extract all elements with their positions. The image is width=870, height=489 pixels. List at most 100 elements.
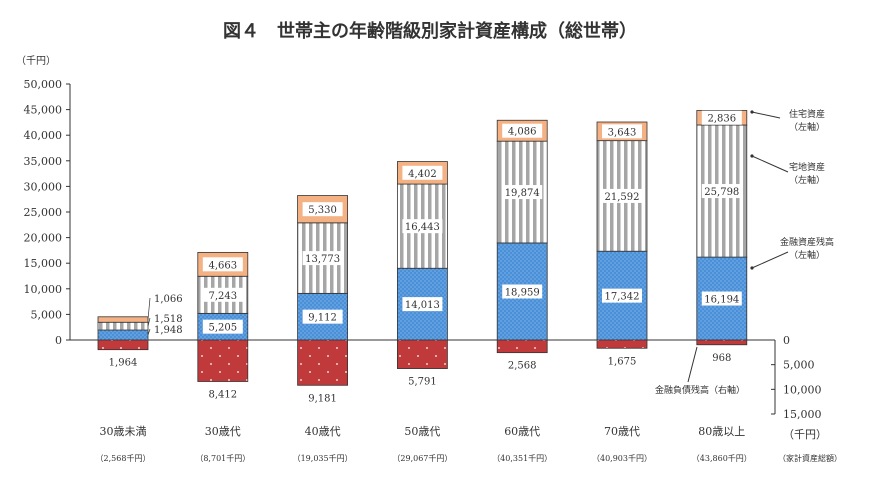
leader-line bbox=[147, 297, 151, 320]
legend-label-debt: 金融負債残高（右軸） bbox=[655, 384, 745, 396]
value-label-bg bbox=[202, 319, 243, 334]
value-label: 16,194 bbox=[704, 295, 739, 306]
arrow-head bbox=[750, 110, 754, 114]
category-label: 80歳以上 bbox=[698, 425, 745, 438]
value-label-bg bbox=[701, 110, 742, 125]
y-tick-label: 30,000 bbox=[24, 180, 63, 193]
value-label-bg bbox=[602, 124, 642, 139]
value-label: 1,948 bbox=[154, 325, 183, 336]
value-label-bg bbox=[602, 288, 642, 303]
value-label-bg bbox=[502, 284, 543, 299]
value-label: 4,663 bbox=[208, 260, 237, 271]
value-label-bg bbox=[502, 185, 543, 200]
leader-line bbox=[147, 317, 151, 327]
value-label: 16,443 bbox=[405, 222, 440, 233]
value-label: 18,959 bbox=[505, 287, 540, 298]
value-label: 968 bbox=[712, 353, 731, 364]
category-label: 60歳代 bbox=[504, 425, 540, 438]
y-tick-label: 10,000 bbox=[24, 283, 63, 296]
value-label: 2,568 bbox=[508, 361, 537, 372]
value-label: 9,112 bbox=[308, 313, 337, 324]
y-axis-label: （千円） bbox=[16, 55, 56, 67]
value-label-bg bbox=[202, 287, 243, 302]
total-label: （2,568千円） bbox=[96, 453, 151, 463]
value-label: 5,205 bbox=[208, 323, 237, 334]
legend-arrow bbox=[751, 155, 789, 173]
value-label-bg bbox=[402, 165, 443, 180]
legend-arrow bbox=[751, 251, 789, 269]
y-tick-label: 35,000 bbox=[24, 155, 63, 168]
bar-house bbox=[97, 316, 149, 323]
value-label: 4,402 bbox=[408, 169, 437, 180]
legend-label: 住宅資産 bbox=[789, 108, 825, 120]
bar-debt bbox=[197, 339, 249, 382]
value-label-bg bbox=[502, 123, 543, 138]
arrow-head bbox=[750, 154, 754, 158]
category-label: 40歳代 bbox=[305, 425, 341, 438]
bar-debt bbox=[97, 339, 149, 351]
bar-debt bbox=[396, 339, 448, 369]
value-label: 1,066 bbox=[154, 294, 183, 305]
total-label: （40,351千円） bbox=[492, 453, 552, 463]
y2-tick-label: 5,000 bbox=[783, 359, 815, 372]
y-tick-label: 40,000 bbox=[24, 129, 63, 142]
value-label: 19,874 bbox=[505, 188, 540, 199]
value-label: 1,675 bbox=[608, 356, 637, 367]
bar-debt bbox=[496, 339, 548, 354]
y2-tick-label: 0 bbox=[783, 334, 790, 347]
y-tick-label: 15,000 bbox=[24, 257, 63, 270]
y2-tick-label: 15,000 bbox=[783, 408, 822, 421]
value-label: 9,181 bbox=[308, 393, 337, 404]
value-label: 25,798 bbox=[704, 187, 739, 198]
totals-label: （家計資産総額） bbox=[778, 453, 842, 463]
value-label-bg bbox=[402, 297, 443, 312]
value-label: 1,964 bbox=[109, 358, 138, 369]
value-label: 5,791 bbox=[408, 377, 437, 388]
value-label: 3,643 bbox=[608, 127, 637, 138]
total-label: （40,903千円） bbox=[592, 453, 652, 463]
value-label-bg bbox=[302, 251, 343, 266]
category-label: 30歳代 bbox=[205, 425, 241, 438]
legend-arrow bbox=[751, 111, 781, 119]
chart-title: 図４ 世帯主の年齢階級別家計資産構成（総世帯） bbox=[223, 20, 637, 42]
value-label: 5,330 bbox=[308, 205, 337, 216]
legend-axis-note: （左軸） bbox=[789, 174, 825, 186]
value-label: 14,013 bbox=[405, 300, 440, 311]
value-label-bg bbox=[701, 184, 742, 199]
value-label: 4,086 bbox=[508, 127, 537, 138]
legend-label: 宅地資産 bbox=[789, 161, 825, 173]
value-label-bg bbox=[602, 188, 642, 203]
value-label: 2,836 bbox=[707, 114, 736, 125]
bar-land bbox=[97, 321, 149, 331]
value-label: 7,243 bbox=[208, 291, 237, 302]
value-label: 1,518 bbox=[154, 314, 183, 325]
arrow-head bbox=[750, 266, 754, 270]
y-tick-label: 20,000 bbox=[24, 232, 63, 245]
bar-debt bbox=[297, 339, 349, 386]
value-label-bg bbox=[402, 219, 443, 234]
value-label-bg bbox=[302, 309, 343, 324]
bar-debt bbox=[596, 339, 648, 349]
bar-debt bbox=[696, 339, 748, 346]
category-label: 50歳代 bbox=[404, 425, 440, 438]
y-tick-label: 25,000 bbox=[24, 206, 63, 219]
legend-axis-note: （左軸） bbox=[789, 121, 825, 133]
leader-line bbox=[147, 328, 151, 336]
total-label: （8,701千円） bbox=[195, 453, 250, 463]
y2-axis-label: （千円） bbox=[783, 428, 827, 441]
total-label: （19,035千円） bbox=[293, 453, 353, 463]
value-label-bg bbox=[302, 202, 343, 217]
y-tick-label: 45,000 bbox=[24, 104, 63, 117]
y-tick-label: 50,000 bbox=[24, 78, 63, 91]
value-label: 17,342 bbox=[605, 292, 640, 303]
total-label: （29,067千円） bbox=[392, 453, 452, 463]
y-tick-label: 0 bbox=[55, 334, 62, 347]
legend-label: 金融資産残高 bbox=[780, 236, 834, 248]
y2-tick-label: 10,000 bbox=[783, 383, 822, 396]
value-label: 21,592 bbox=[605, 192, 640, 203]
value-label: 13,773 bbox=[305, 254, 340, 265]
bar-fin bbox=[97, 329, 149, 341]
legend-axis-note: （左軸） bbox=[789, 249, 825, 261]
